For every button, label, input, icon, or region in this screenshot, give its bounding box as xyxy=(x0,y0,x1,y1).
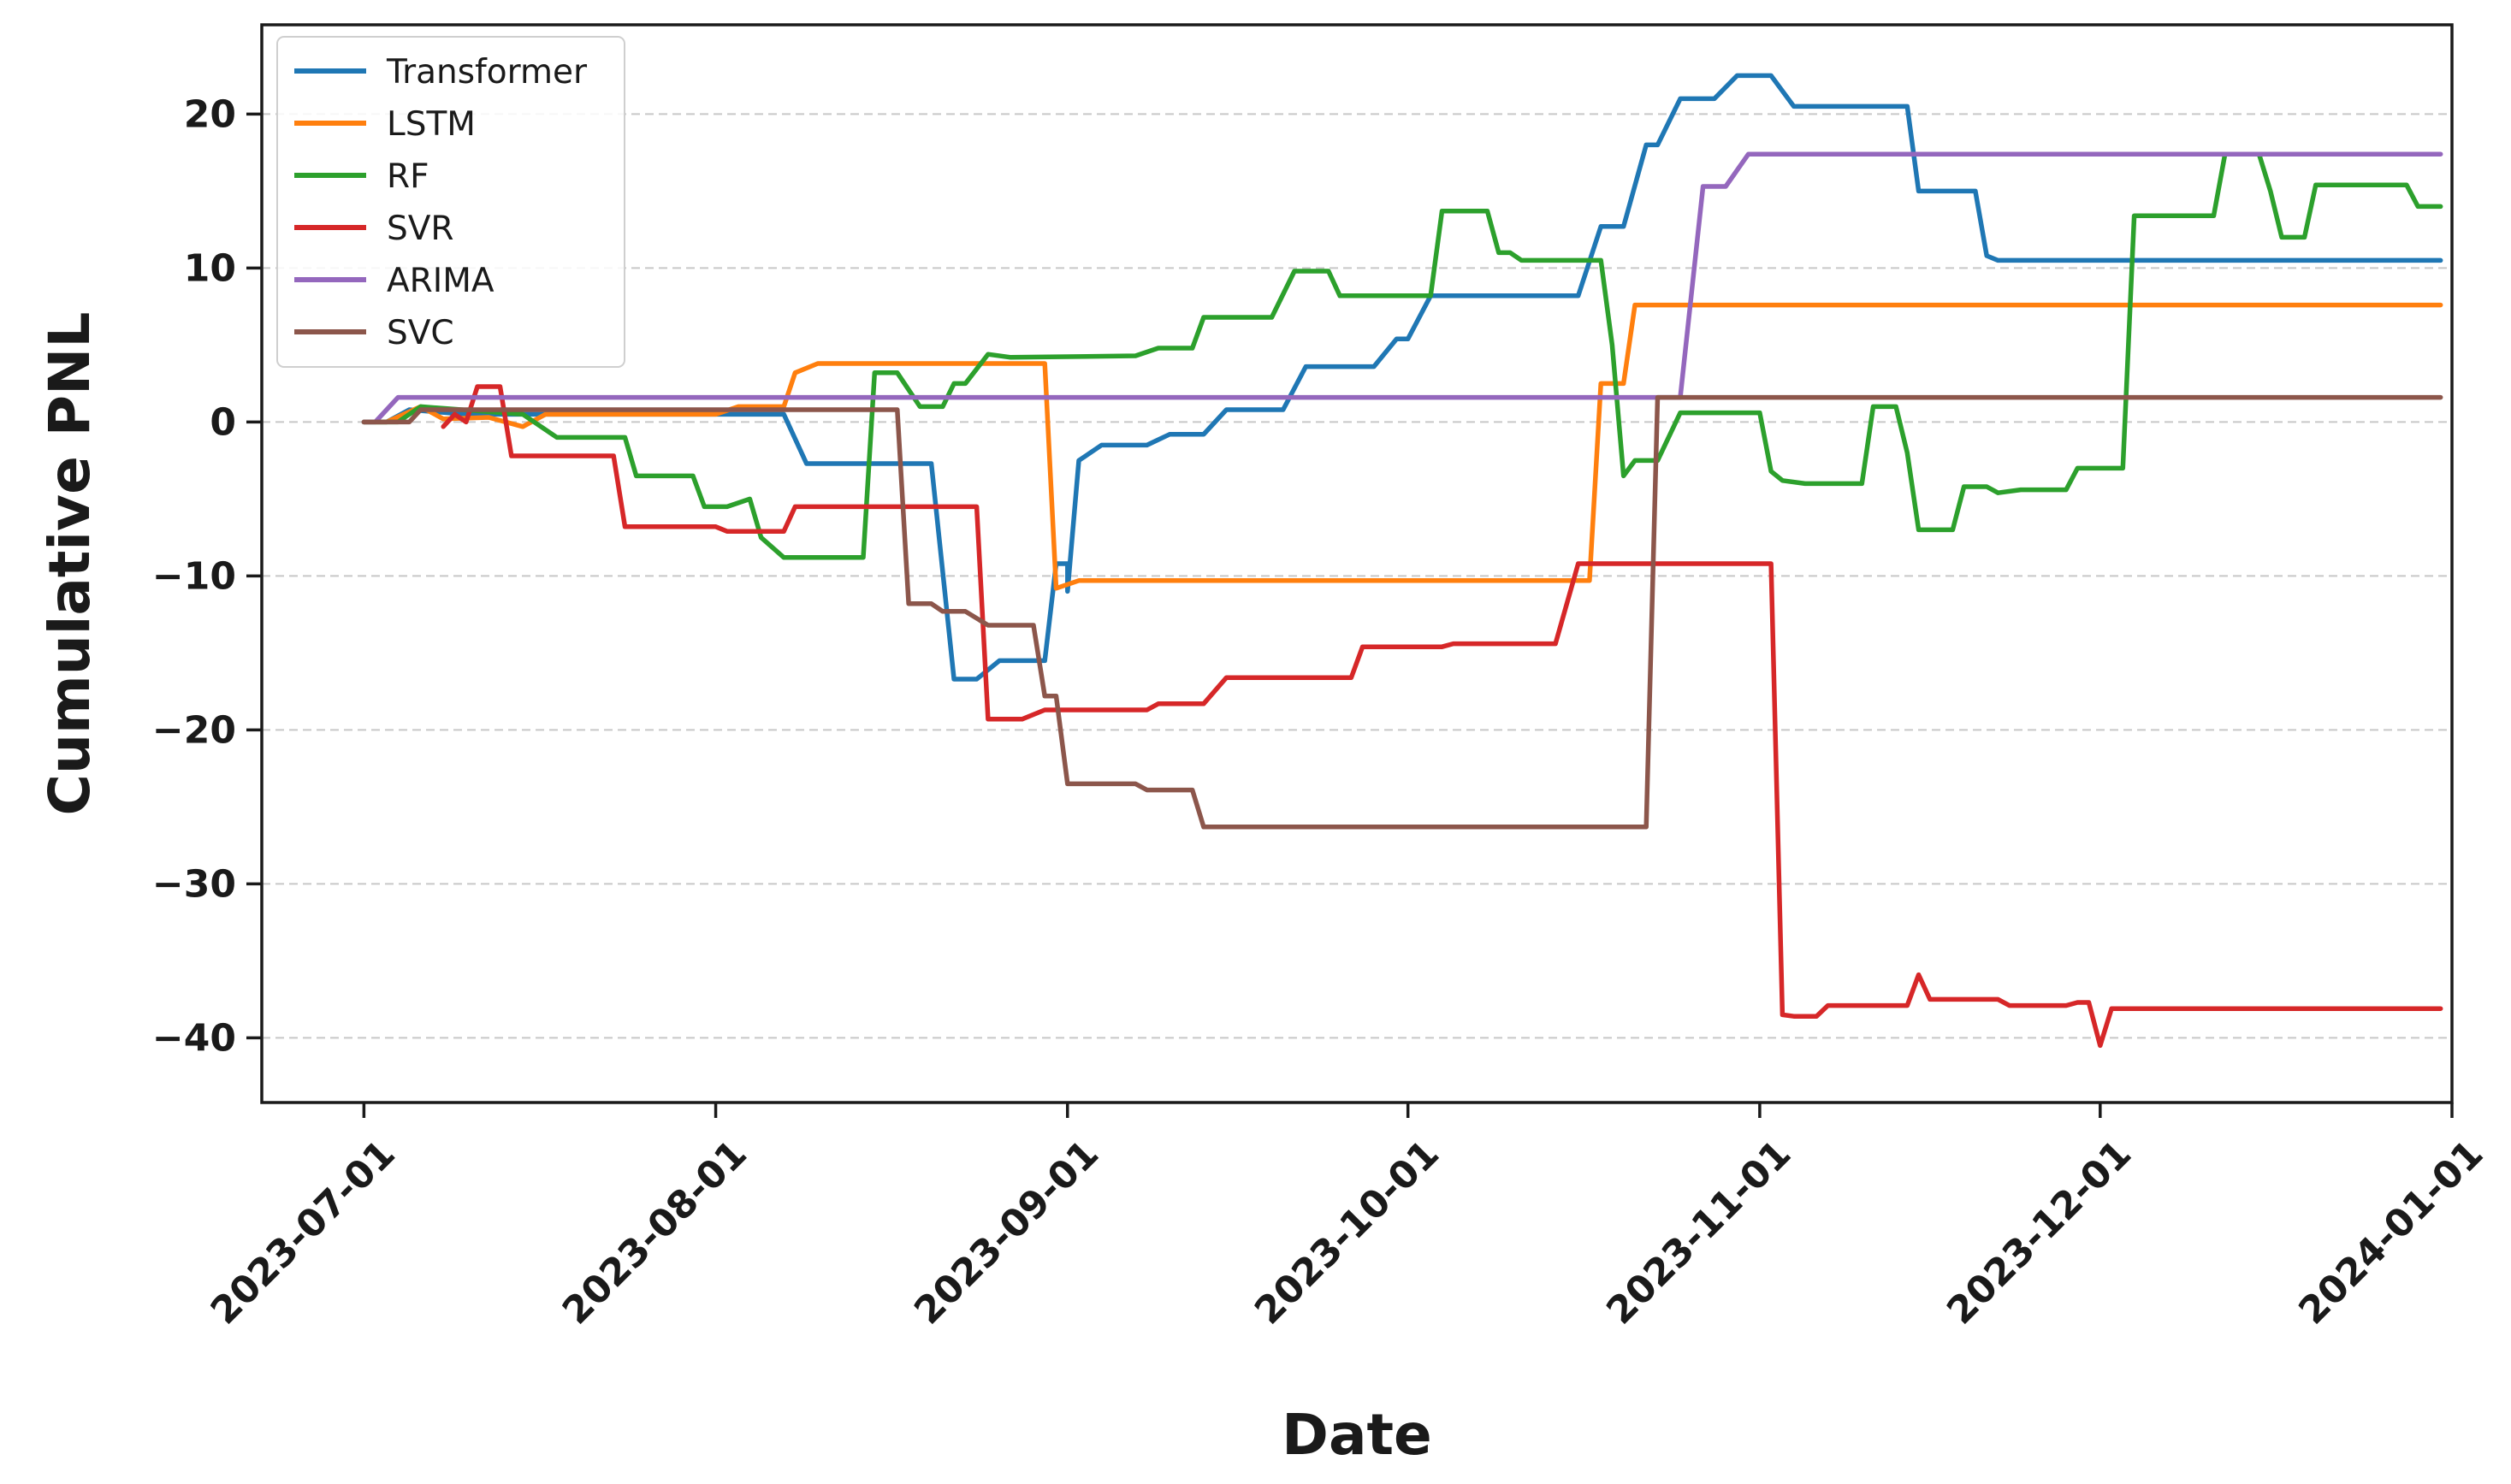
legend-label: SVR xyxy=(387,210,454,248)
series-line-rf xyxy=(361,151,2443,560)
x-tick-label: 2023-08-01 xyxy=(554,1132,755,1333)
legend-label: SVC xyxy=(387,314,454,352)
series-layer xyxy=(361,73,2443,1049)
y-tick-label: 20 xyxy=(184,92,236,136)
x-tick-label: 2023-12-01 xyxy=(1939,1132,2140,1333)
y-tick-label: 0 xyxy=(210,400,236,444)
x-tick-label: 2023-07-01 xyxy=(203,1132,404,1333)
y-axis: −40 −30 −20 −10 0 10 20 xyxy=(152,92,262,1060)
series-line-transformer xyxy=(361,73,2443,682)
y-tick-label: −30 xyxy=(152,862,236,906)
series-line-arima xyxy=(361,151,2443,425)
legend-label: LSTM xyxy=(387,105,476,144)
series-line-svr xyxy=(441,384,2443,1049)
y-tick-label: −20 xyxy=(152,708,236,752)
legend-label: ARIMA xyxy=(387,262,495,300)
x-axis-title: Date xyxy=(1282,1402,1432,1468)
legend: Transformer LSTM RF SVR ARIMA SVC xyxy=(276,36,625,368)
x-tick-label: 2023-09-01 xyxy=(906,1132,1107,1333)
series-line-svc xyxy=(361,394,2443,830)
legend-label: Transformer xyxy=(386,53,588,92)
y-tick-label: −40 xyxy=(152,1016,236,1060)
x-tick-label: 2023-11-01 xyxy=(1598,1132,1799,1333)
y-axis-title: Cumulative PNL xyxy=(37,312,103,816)
legend-frame xyxy=(276,36,625,368)
grid-lines xyxy=(262,113,2452,1039)
y-tick-label: −10 xyxy=(152,554,236,598)
x-axis: 2023-07-01 2023-08-01 2023-09-01 2023-10-01… xyxy=(203,1103,2491,1333)
legend-label: RF xyxy=(387,157,429,196)
x-tick-label: 2024-01-01 xyxy=(2290,1132,2491,1333)
plot-area-frame xyxy=(260,23,2454,1104)
x-tick-label: 2023-10-01 xyxy=(1247,1132,1448,1333)
y-tick-label: 10 xyxy=(184,246,236,290)
